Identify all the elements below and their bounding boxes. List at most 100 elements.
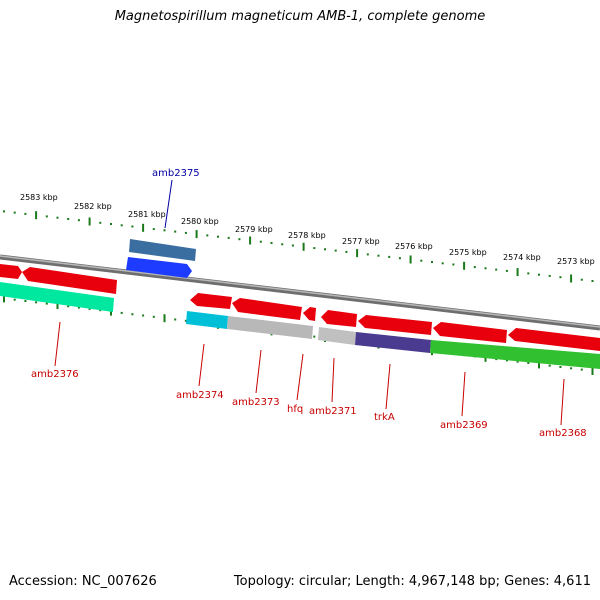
amb2375-forward-arrow[interactable] <box>126 257 192 278</box>
minor-tick <box>484 267 487 270</box>
minor-tick <box>13 211 16 214</box>
minor-tick <box>99 221 102 224</box>
minor-tick <box>77 306 80 309</box>
leader-line <box>560 378 565 426</box>
gene-label-trkA[interactable]: trkA <box>374 412 395 423</box>
minor-tick <box>281 243 284 246</box>
red-gene-arrow[interactable] <box>0 264 22 279</box>
leader-line <box>461 371 466 417</box>
minor-tick <box>345 250 348 253</box>
red-gene-arrow[interactable] <box>508 328 600 351</box>
amb2373-bar[interactable] <box>227 316 313 339</box>
minor-tick <box>313 247 316 250</box>
minor-tick <box>227 236 230 239</box>
minor-tick <box>206 234 209 237</box>
major-tick <box>195 230 198 239</box>
minor-tick <box>398 257 401 260</box>
major-tick <box>516 268 519 277</box>
minor-tick <box>591 280 594 282</box>
reverse-strand-genes <box>0 264 600 351</box>
amb2375-product-bar[interactable] <box>129 239 196 261</box>
major-tick <box>249 236 252 245</box>
leader-line <box>198 343 205 387</box>
tick-label: 2576 kbp <box>395 242 433 251</box>
minor-tick <box>184 319 187 322</box>
major-tick <box>538 360 540 369</box>
minor-tick <box>120 224 123 227</box>
gene-labels: amb2375 amb2376 amb2374 amb2373 hfq amb2… <box>31 168 587 439</box>
amb2376-bar[interactable] <box>0 282 114 312</box>
major-tick <box>356 249 359 258</box>
red-gene-arrow[interactable] <box>190 293 232 309</box>
minor-tick <box>152 315 155 318</box>
minor-tick <box>377 254 380 257</box>
minor-tick <box>56 216 59 219</box>
major-tick <box>35 211 38 220</box>
minor-tick <box>3 210 5 213</box>
minor-tick <box>388 255 391 258</box>
minor-tick <box>131 225 134 228</box>
trkA-bar[interactable] <box>355 332 431 353</box>
minor-tick <box>259 240 262 243</box>
minor-tick <box>505 269 508 272</box>
minor-tick <box>324 248 326 251</box>
amb2374-bar[interactable] <box>186 311 228 329</box>
gene-label-amb2375[interactable]: amb2375 <box>152 168 200 179</box>
major-tick <box>142 223 145 232</box>
tick-label: 2575 kbp <box>449 248 487 257</box>
genome-title: Magnetospirillum magneticum AMB-1, compl… <box>114 9 486 24</box>
minor-tick <box>88 307 91 310</box>
tick-label: 2573 kbp <box>557 257 595 266</box>
major-tick <box>163 314 166 323</box>
gene-label-amb2371[interactable]: amb2371 <box>309 406 357 417</box>
minor-tick <box>174 318 177 321</box>
gene-label-amb2373[interactable]: amb2373 <box>232 397 280 408</box>
minor-tick <box>334 249 337 252</box>
red-gene-arrow[interactable] <box>321 310 357 327</box>
minor-tick <box>291 244 294 247</box>
amb2371-bar[interactable] <box>318 327 356 345</box>
scale-tick-labels: 2583 kbp 2582 kbp 2581 kbp 2580 kbp 2579… <box>20 193 595 266</box>
gene-label-amb2374[interactable]: amb2374 <box>176 390 224 401</box>
minor-tick <box>184 231 187 234</box>
minor-tick <box>142 314 145 317</box>
major-tick <box>56 301 59 309</box>
minor-tick <box>110 223 112 225</box>
red-gene-arrow[interactable] <box>303 307 316 321</box>
minor-tick <box>473 266 476 269</box>
minor-tick <box>570 367 573 370</box>
red-gene-arrow[interactable] <box>22 267 117 294</box>
minor-tick <box>238 238 241 241</box>
red-gene-arrow[interactable] <box>433 322 507 343</box>
minor-tick <box>67 218 70 220</box>
tick-label: 2577 kbp <box>342 237 380 246</box>
gene-label-hfq[interactable]: hfq <box>287 404 303 415</box>
red-gene-arrow[interactable] <box>232 298 302 320</box>
minor-tick <box>559 366 562 368</box>
minor-tick <box>580 278 583 281</box>
genome-backbone-highlight <box>0 255 600 328</box>
gene-label-amb2369[interactable]: amb2369 <box>440 420 488 431</box>
gene-label-amb2368[interactable]: amb2368 <box>539 428 587 439</box>
gene-label-amb2376[interactable]: amb2376 <box>31 369 79 380</box>
minor-tick <box>431 261 433 263</box>
minor-tick <box>495 268 498 271</box>
minor-tick <box>313 335 316 338</box>
leader-line <box>164 179 173 229</box>
leader-line <box>296 353 304 401</box>
major-tick <box>409 255 412 264</box>
red-gene-arrow[interactable] <box>358 315 432 335</box>
minor-tick <box>45 302 48 305</box>
minor-tick <box>516 360 519 363</box>
minor-tick <box>548 364 551 367</box>
major-tick <box>463 261 466 270</box>
tick-label: 2579 kbp <box>235 225 273 234</box>
minor-tick <box>45 215 48 218</box>
accession-text: Accession: NC_007626 <box>9 574 157 589</box>
tick-label: 2578 kbp <box>288 231 326 240</box>
upper-scale-ruler <box>3 210 594 283</box>
amb2369-bar[interactable] <box>430 340 600 369</box>
major-tick <box>88 217 91 226</box>
